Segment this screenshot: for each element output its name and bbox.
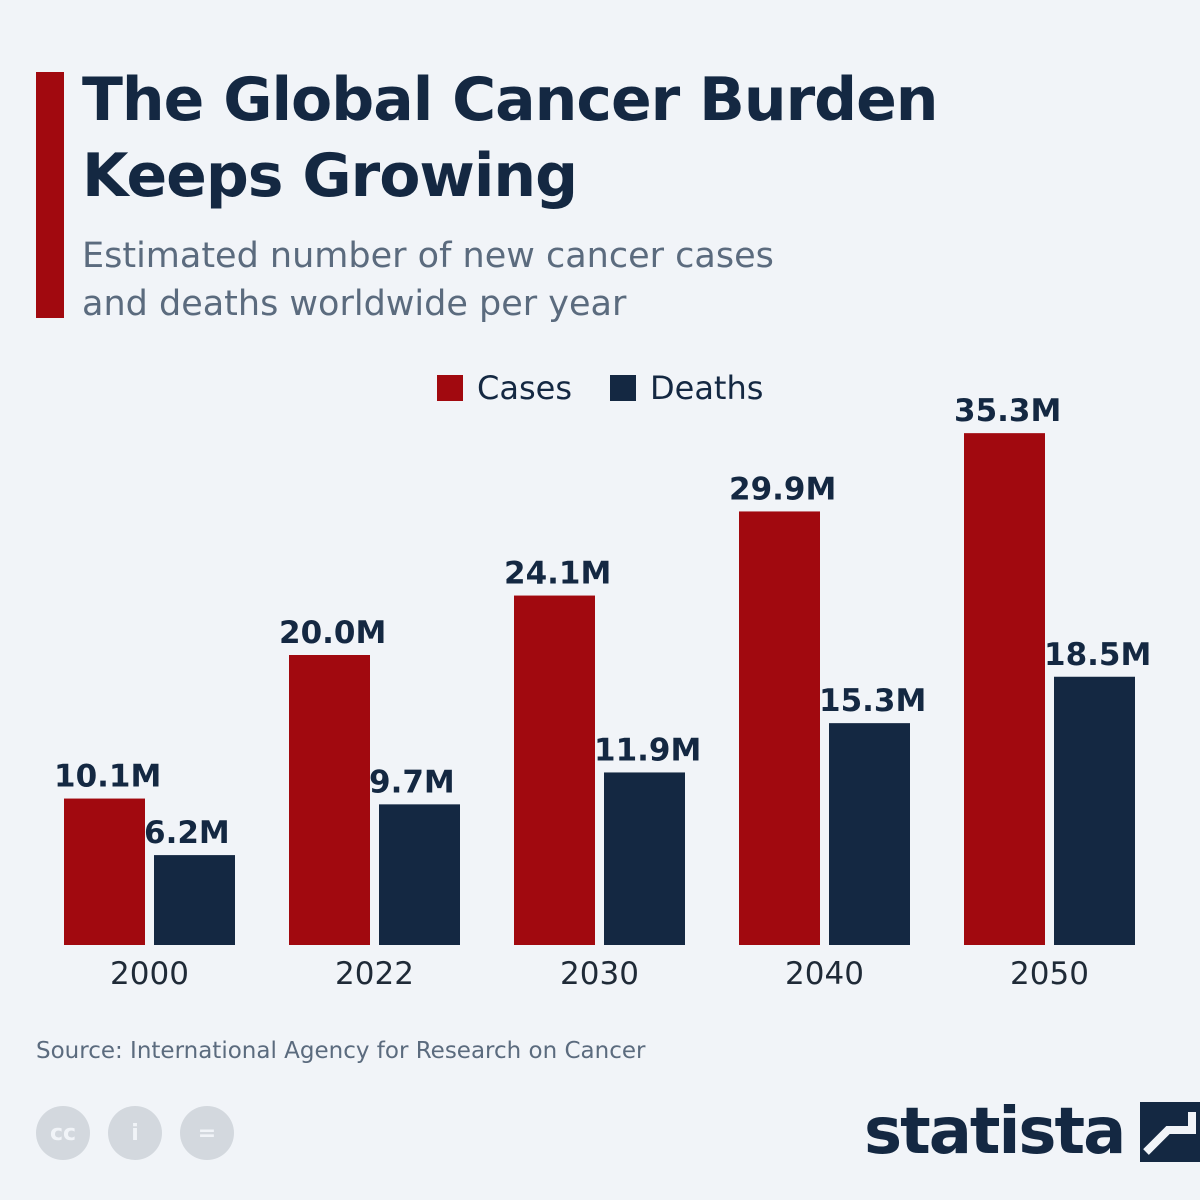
- data-label-cases-2030: 24.1M: [504, 556, 611, 592]
- legend-item-deaths: Deaths: [609, 369, 764, 407]
- x-tick-label-2030: 2030: [560, 956, 639, 992]
- x-tick-label-2000: 2000: [110, 956, 189, 992]
- license-icons: cc i =: [36, 1106, 252, 1160]
- data-label-deaths-2040: 15.3M: [819, 683, 926, 719]
- statista-logo: statista: [864, 1092, 1200, 1172]
- bar-cases-2030: [514, 595, 595, 945]
- bar-chart: 10.1M 6.2M 2000 20.0M 9.7M 2022 24.1M 11.9M 2030…: [54, 393, 1151, 992]
- data-label-deaths-2022: 9.7M: [369, 764, 455, 800]
- title-accent-bar: [36, 72, 64, 318]
- legend-item-cases: Cases: [437, 369, 572, 407]
- bar-deaths-2040: [829, 723, 910, 945]
- data-label-cases-2050: 35.3M: [954, 393, 1061, 429]
- data-label-cases-2000: 10.1M: [54, 759, 161, 795]
- bar-cases-2000: [64, 798, 145, 945]
- attribution-icon: i: [108, 1106, 162, 1160]
- legend-swatch-deaths: [609, 375, 636, 401]
- chart-legend: Cases Deaths: [437, 368, 801, 408]
- bar-deaths-2022: [379, 804, 460, 945]
- source-note: Source: International Agency for Researc…: [36, 1038, 646, 1064]
- x-tick-label-2050: 2050: [1010, 956, 1089, 992]
- legend-label-cases: Cases: [477, 369, 572, 407]
- cc-icon: cc: [36, 1106, 90, 1160]
- chart-title: The Global Cancer Burden Keeps Growing: [82, 62, 1082, 214]
- chart-title-line-1: The Global Cancer Burden: [82, 65, 939, 135]
- bar-cases-2040: [739, 511, 820, 945]
- no-derivatives-icon: =: [180, 1106, 234, 1160]
- data-label-cases-2022: 20.0M: [279, 615, 386, 651]
- x-tick-label-2022: 2022: [335, 956, 414, 992]
- bar-cases-2022: [289, 655, 370, 945]
- legend-swatch-cases: [437, 375, 463, 401]
- data-label-deaths-2030: 11.9M: [594, 732, 701, 768]
- bar-deaths-2050: [1054, 676, 1135, 945]
- x-tick-label-2040: 2040: [785, 956, 864, 992]
- data-label-cases-2040: 29.9M: [729, 471, 836, 507]
- chart-title-line-2: Keeps Growing: [82, 141, 578, 211]
- chart-subtitle-line-1: Estimated number of new cancer cases: [82, 236, 774, 276]
- chart-subtitle: Estimated number of new cancer cases and…: [82, 232, 982, 328]
- data-label-deaths-2050: 18.5M: [1044, 637, 1151, 673]
- statista-mark-icon: [1140, 1102, 1200, 1162]
- bar-cases-2050: [964, 433, 1045, 945]
- brand-name: statista: [864, 1095, 1126, 1169]
- legend-label-deaths: Deaths: [649, 369, 764, 407]
- chart-subtitle-line-2: and deaths worldwide per year: [82, 284, 627, 324]
- data-label-deaths-2000: 6.2M: [144, 815, 230, 851]
- bar-deaths-2030: [604, 772, 685, 945]
- bar-deaths-2000: [154, 855, 235, 945]
